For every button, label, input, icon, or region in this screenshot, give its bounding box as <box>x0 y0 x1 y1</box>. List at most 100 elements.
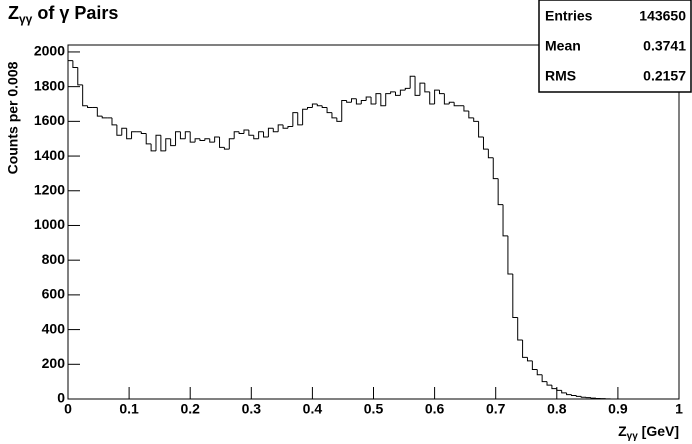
y-tick-label: 1400 <box>34 147 65 163</box>
histogram-bin <box>478 121 484 138</box>
histogram-bin <box>321 105 328 108</box>
x-tick-label: 1 <box>675 401 683 417</box>
histogram-bin <box>258 131 264 139</box>
stats-value: 0.3741 <box>643 38 686 54</box>
histogram-bin <box>223 147 230 150</box>
stats-label: Entries <box>545 8 593 24</box>
y-tick-label: 600 <box>42 286 66 302</box>
histogram-bin <box>429 91 435 105</box>
y-tick-label: 1600 <box>34 112 65 128</box>
histogram-bin <box>434 89 440 104</box>
y-tick-label: 1000 <box>34 216 65 232</box>
histogram-bin <box>243 129 249 134</box>
title-sub: γγ <box>19 12 33 26</box>
y-axis-label: Counts per 0.008 <box>5 61 21 174</box>
x-tick-label: 0.7 <box>486 401 506 417</box>
x-tick-label: 0.5 <box>364 401 384 417</box>
histogram-bin <box>67 60 73 399</box>
histogram-bin <box>253 135 259 140</box>
histogram-bin <box>272 128 279 133</box>
histogram-bin <box>155 134 161 151</box>
histogram-bin <box>463 105 469 112</box>
histogram-bin <box>282 124 288 129</box>
histogram-bin <box>502 204 508 237</box>
histogram-bin <box>399 89 406 96</box>
y-tick-label: 800 <box>42 251 66 267</box>
histogram-bin <box>277 124 284 132</box>
histogram-bin <box>561 390 567 394</box>
histogram-bin <box>443 93 450 105</box>
histogram-bin <box>473 117 479 122</box>
histogram-bin <box>566 392 572 396</box>
histogram-bin <box>526 357 533 362</box>
x-tick-label: 0.9 <box>608 401 628 417</box>
histogram-bin <box>517 317 523 341</box>
histogram-bin <box>556 388 562 391</box>
histogram-bin <box>170 138 176 147</box>
histogram-bin <box>140 131 147 134</box>
histogram-bin <box>228 138 235 150</box>
histogram-bin <box>522 340 528 358</box>
x-tick-label: 0.3 <box>242 401 262 417</box>
histogram-bin <box>404 87 411 91</box>
xlabel-rest: [GeV] <box>638 423 679 439</box>
histogram-bin <box>424 83 430 93</box>
y-tick-label: 1200 <box>34 181 65 197</box>
y-tick-label: 200 <box>42 355 66 371</box>
histogram-bin <box>165 138 171 151</box>
histogram-bin <box>580 396 587 398</box>
histogram-bin <box>419 82 425 96</box>
histogram-bin <box>96 107 103 117</box>
histogram-bin <box>219 136 225 148</box>
histogram-bin <box>233 131 240 139</box>
histogram-bin <box>512 274 518 318</box>
histogram-bin <box>409 75 416 89</box>
histogram-bin <box>370 97 376 105</box>
x-tick-label: 0.4 <box>303 401 323 417</box>
histogram-bin <box>267 127 274 137</box>
xlabel-sub: γγ <box>627 431 639 442</box>
x-tick-label: 0.8 <box>547 401 567 417</box>
histogram-bin <box>541 374 548 383</box>
histogram-bin <box>302 108 308 125</box>
stats-value: 143650 <box>639 8 686 24</box>
histogram-bin <box>341 100 347 122</box>
y-tick-label: 1800 <box>34 77 65 93</box>
histogram-bin <box>214 136 220 143</box>
y-tick-label: 400 <box>42 320 66 336</box>
histogram-bin <box>316 104 323 107</box>
stats-label: RMS <box>545 68 576 84</box>
histogram-bin <box>121 127 127 136</box>
histogram-bin <box>551 385 557 390</box>
x-axis-label: Zγγ [GeV] <box>618 423 679 442</box>
histogram-bin <box>175 131 181 146</box>
histogram-bin <box>575 395 582 397</box>
histogram-bin <box>360 100 367 104</box>
histogram-bin <box>263 131 269 138</box>
histogram-bin <box>204 138 210 141</box>
histogram-bin <box>248 130 254 136</box>
histogram-bin <box>497 178 504 206</box>
histogram-bin <box>238 131 244 134</box>
histogram-bin <box>453 102 460 107</box>
histogram-bin <box>150 143 156 152</box>
histogram-bin <box>145 133 152 145</box>
histogram-bin <box>116 124 122 136</box>
histogram-bin <box>160 135 166 152</box>
x-tick-label: 0.1 <box>119 401 139 417</box>
histogram-bin <box>531 360 538 370</box>
stats-label: Mean <box>545 38 581 54</box>
histogram-bin <box>189 131 196 143</box>
histogram-bin <box>336 117 342 122</box>
histogram-bin <box>570 394 577 397</box>
histogram-bin <box>482 136 489 150</box>
histogram-bin <box>126 128 132 140</box>
histogram-bin <box>438 90 445 95</box>
histogram-bin <box>311 103 318 108</box>
histogram-bin <box>355 98 362 105</box>
histogram-bin <box>199 138 205 141</box>
histogram-bin <box>77 67 83 86</box>
histogram-bin <box>375 93 381 104</box>
